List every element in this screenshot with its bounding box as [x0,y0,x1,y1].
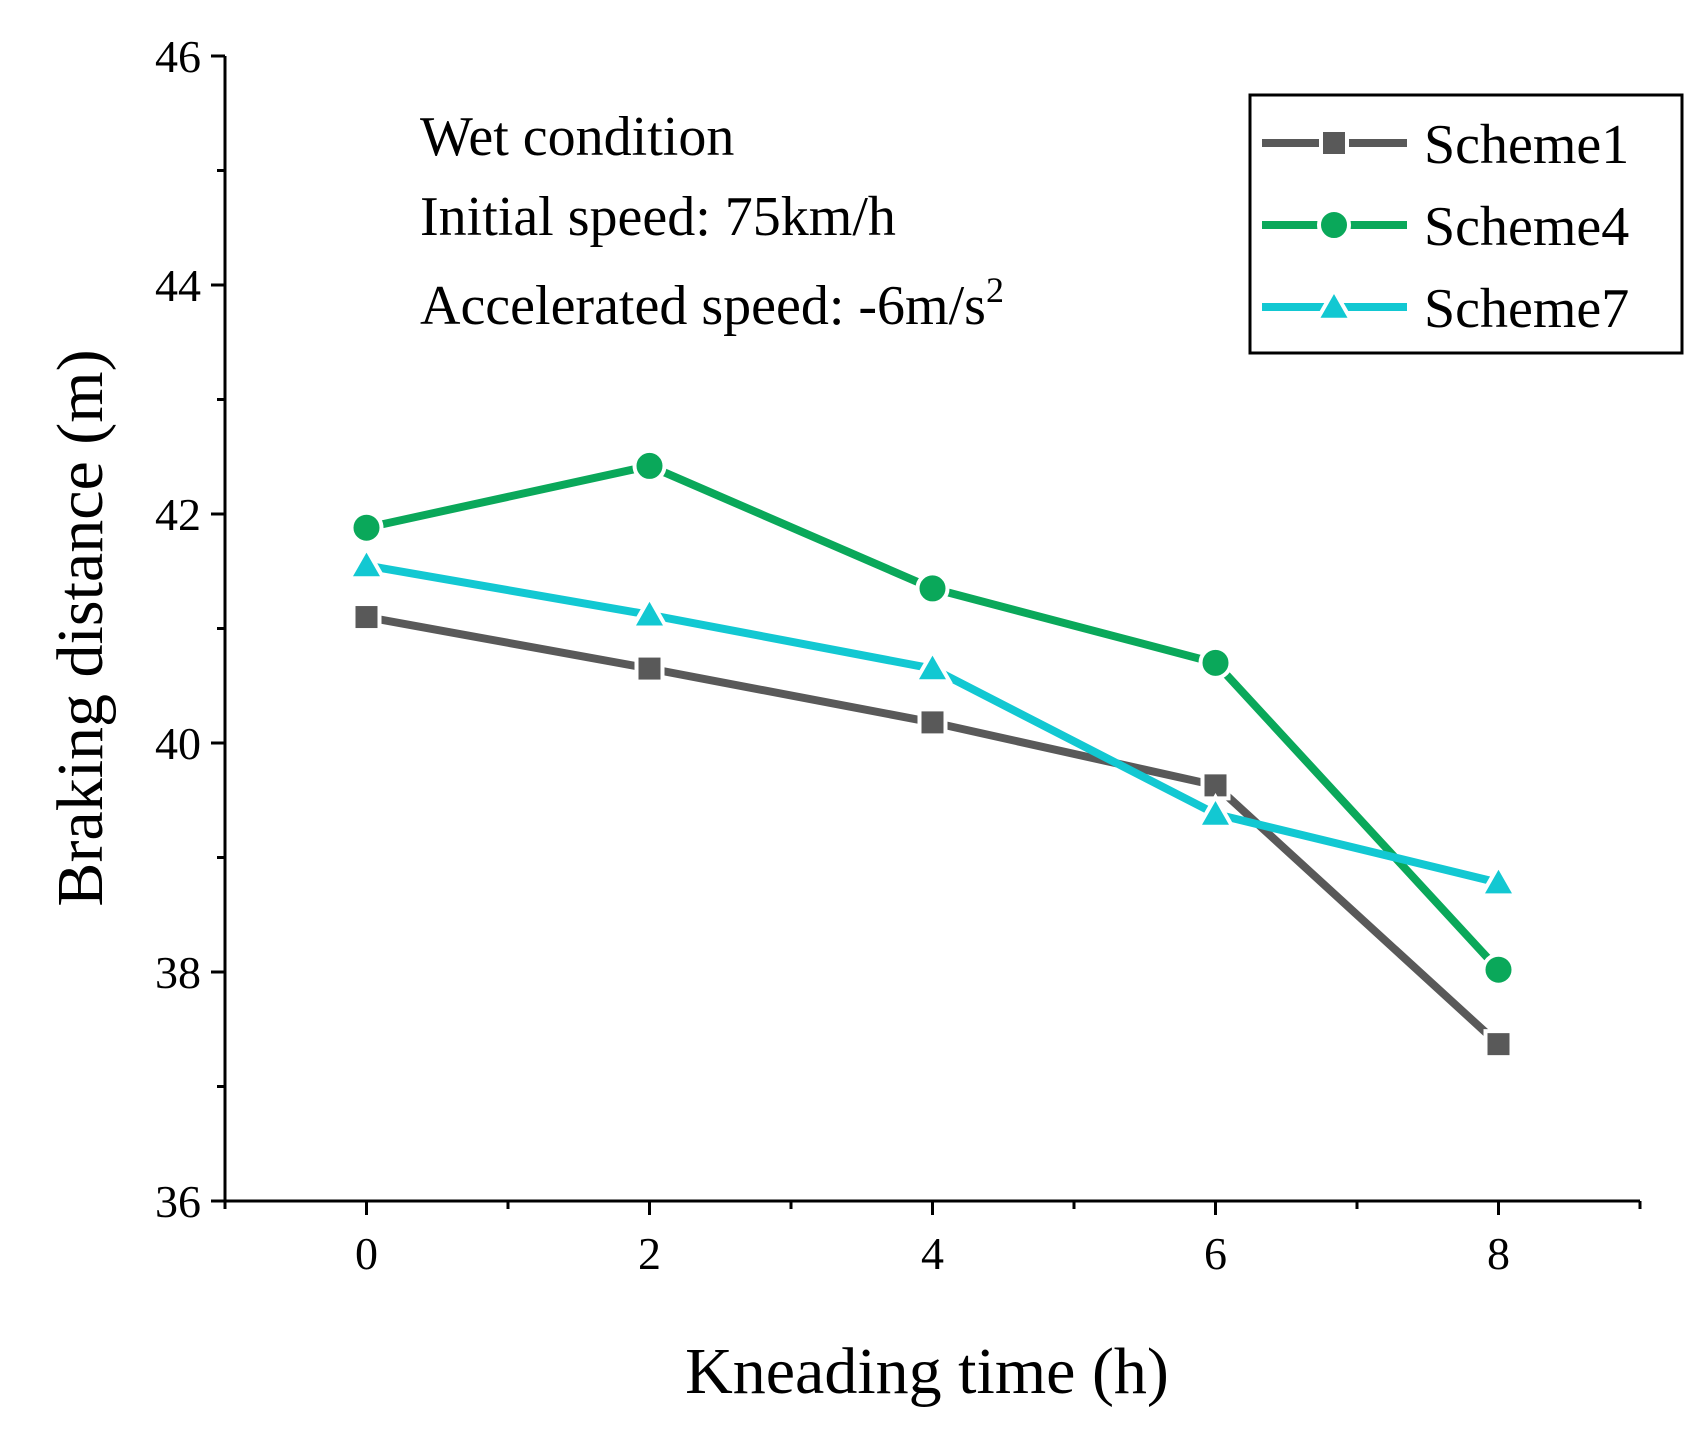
data-point-scheme7-8 [1478,861,1519,898]
data-point-scheme4-0 [349,510,384,545]
y-tick-label-38: 38 [155,947,201,998]
annotation-line-3: Accelerated speed: -6m/s2 [420,270,1004,337]
annotation-line-3-text: Accelerated speed: -6m/s [420,275,986,337]
data-point-scheme4-8 [1481,952,1516,987]
x-tick-label-4: 4 [921,1228,944,1279]
annotation-line-1: Wet condition [420,106,734,168]
legend-label-scheme7: Scheme7 [1424,278,1629,340]
x-tick-label-0: 0 [355,1228,378,1279]
x-tick-label-8: 8 [1487,1228,1510,1279]
data-point-scheme7-6 [1195,793,1236,829]
legend: Scheme1 Scheme4 Scheme7 [1248,93,1684,355]
x-tick-label-6: 6 [1204,1228,1227,1279]
y-tick-label-40: 40 [155,718,201,769]
x-axis-title: Kneading time (h) [685,1335,1169,1408]
annotation-line-2: Initial speed: 75km/h [420,186,896,248]
data-point-scheme4-2 [632,448,667,483]
y-tick-label-44: 44 [155,260,201,311]
data-point-scheme7-4 [912,647,953,684]
data-point-scheme1-2 [634,653,665,684]
series-layer [346,448,1519,1060]
data-point-scheme4-6 [1198,645,1233,680]
annotation-line-3-superscript: 2 [986,270,1004,310]
y-tick-label-46: 46 [155,31,201,82]
legend-label-scheme4: Scheme4 [1424,196,1629,258]
annotation-block: Wet condition Initial speed: 75km/h Acce… [420,106,1004,337]
legend-marker-scheme7 [1313,286,1355,322]
legend-label-scheme1: Scheme1 [1424,114,1629,176]
data-point-scheme7-2 [629,593,670,630]
data-point-scheme1-8 [1483,1029,1514,1060]
data-point-scheme1-0 [351,602,382,633]
legend-marker-scheme4 [1317,208,1351,242]
y-axis-title: Braking distance (m) [44,349,117,906]
y-tick-label-42: 42 [155,489,201,540]
x-tick-label-2: 2 [638,1228,661,1279]
legend-marker-scheme1 [1319,128,1349,158]
y-tick-label-36: 36 [155,1176,201,1227]
data-point-scheme1-4 [917,707,948,738]
data-point-scheme7-0 [346,544,387,581]
data-point-scheme4-4 [915,571,950,606]
